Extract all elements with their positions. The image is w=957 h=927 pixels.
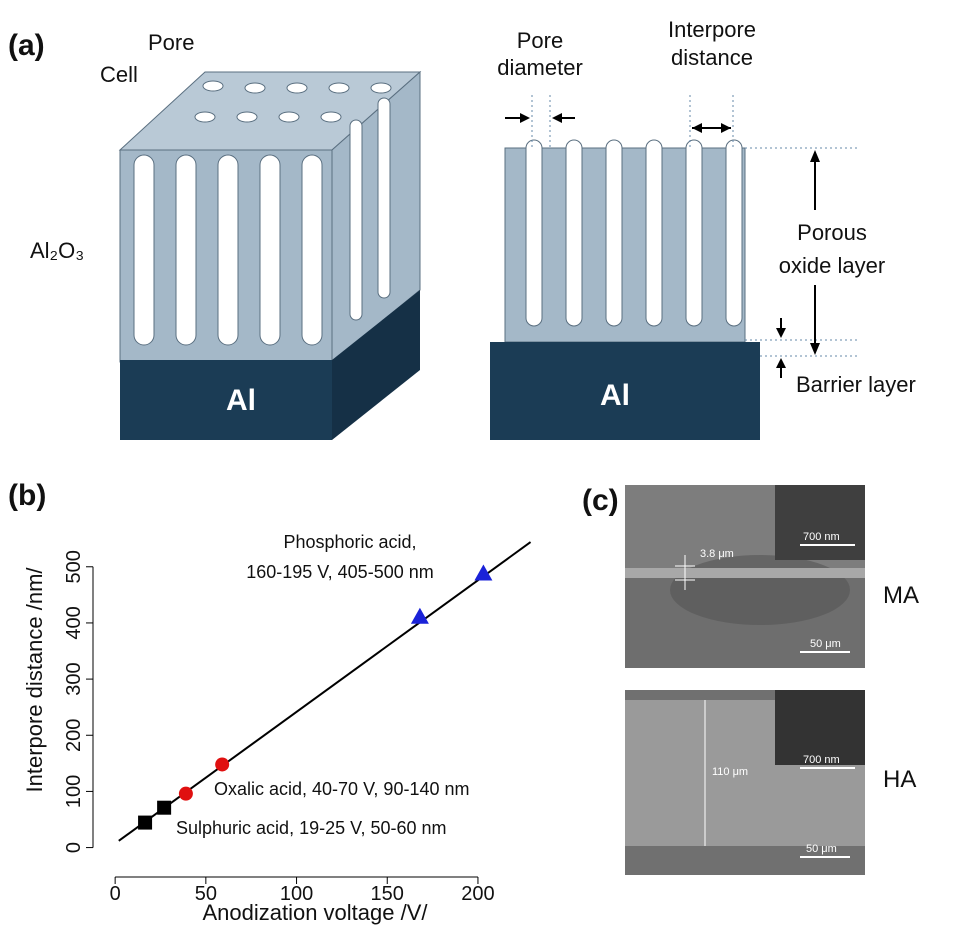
- label: Pore: [148, 30, 194, 55]
- annotation: Phosphoric acid,: [283, 532, 416, 552]
- point: [157, 801, 171, 815]
- label: Cell: [100, 62, 138, 87]
- y-tick-label: 500: [63, 550, 85, 583]
- label: HA: [883, 766, 916, 793]
- x-tick-label: 200: [461, 883, 494, 905]
- label: Porous: [797, 220, 867, 245]
- y-tick-label: 0: [63, 842, 85, 853]
- point: [215, 757, 229, 771]
- point: [411, 608, 429, 624]
- figure: (a) Pore Cell Al₂O₃ Al Al Pore diameter …: [0, 0, 957, 927]
- annotation: 160-195 V, 405-500 nm: [246, 562, 433, 582]
- label: MA: [883, 582, 919, 609]
- label: Barrier layer: [796, 372, 916, 397]
- label: 700 nm: [803, 754, 840, 766]
- panel-label: (c): [582, 484, 619, 517]
- label: distance: [671, 45, 753, 70]
- y-tick-label: 100: [63, 775, 85, 808]
- label: Interpore: [668, 17, 756, 42]
- label: 3.8 μm: [700, 548, 734, 560]
- point: [138, 816, 152, 830]
- y-tick-label: 300: [63, 662, 85, 695]
- x-tick-label: 0: [110, 883, 121, 905]
- y-axis-title: Interpore distance /nm/: [22, 567, 47, 793]
- annotation: Oxalic acid, 40-70 V, 90-140 nm: [214, 779, 469, 799]
- panel-label: (b): [8, 479, 46, 512]
- label: Pore: [517, 28, 563, 53]
- pore-block-3d: [120, 72, 420, 440]
- annotation: Sulphuric acid, 19-25 V, 50-60 nm: [176, 818, 447, 838]
- label: 110 μm: [712, 766, 748, 778]
- label: diameter: [497, 55, 583, 80]
- label: 50 μm: [806, 843, 837, 855]
- label: 700 nm: [803, 531, 840, 543]
- panel-label: (a): [8, 29, 45, 62]
- label: Al₂O₃: [30, 238, 84, 263]
- label: Al: [600, 379, 630, 412]
- point: [179, 787, 193, 801]
- label: Al: [226, 384, 256, 417]
- label: oxide layer: [779, 253, 885, 278]
- y-tick-label: 200: [63, 719, 85, 752]
- y-tick-label: 400: [63, 606, 85, 639]
- label: 50 μm: [810, 638, 841, 650]
- x-axis-title: Anodization voltage /V/: [202, 900, 428, 925]
